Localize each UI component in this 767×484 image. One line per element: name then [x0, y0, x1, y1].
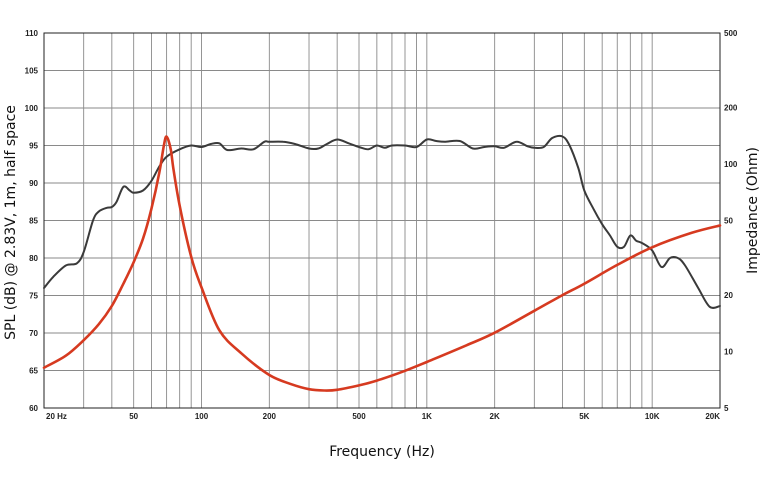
plot-frame — [43, 32, 721, 409]
x-tick-label: 5K — [579, 412, 589, 421]
y-tick-label: 95 — [29, 142, 38, 151]
y-tick-label: 70 — [29, 329, 38, 338]
x-tick-label: 10K — [645, 412, 660, 421]
x-tick-label: 100 — [195, 412, 209, 421]
y-tick-label: 90 — [29, 179, 38, 188]
y-tick-label: 85 — [29, 217, 38, 226]
series-layer — [42, 134, 722, 392]
y-tick-label: 100 — [25, 104, 39, 113]
impedance-series-line — [42, 135, 722, 392]
y2-tick-label: 5 — [724, 404, 729, 413]
spl-series-line — [43, 134, 721, 309]
x-tick-label: 2K — [490, 412, 500, 421]
x-tick-label: 500 — [352, 412, 366, 421]
y-tick-label: 80 — [29, 254, 38, 263]
y2-tick-label: 500 — [724, 29, 738, 38]
y2-tick-label: 100 — [724, 160, 738, 169]
x-tick-label: 50 — [129, 412, 138, 421]
x-tick-label: 200 — [263, 412, 277, 421]
y-tick-label: 105 — [25, 67, 39, 76]
y2-tick-label: 20 — [724, 291, 733, 300]
y-tick-label: 65 — [29, 367, 38, 376]
y-tick-label: 75 — [29, 292, 38, 301]
grid — [43, 32, 721, 409]
y2-axis-title: Impedance (Ohm) — [745, 147, 761, 274]
y2-tick-label: 200 — [724, 104, 738, 113]
tick-labels: 60 65 70 75 80 85 90 95 100 105 110 5 10 20 50 100 200 50… — [25, 29, 738, 421]
x-tick-label: 20 Hz — [46, 412, 67, 421]
y-tick-label: 110 — [25, 29, 38, 38]
x-tick-label: 20K — [705, 412, 720, 421]
x-tick-label: 1K — [422, 412, 432, 421]
x-axis-title: Frequency (Hz) — [329, 444, 435, 460]
y-tick-label: 60 — [29, 404, 38, 413]
y2-tick-label: 10 — [724, 348, 733, 357]
y2-tick-label: 50 — [724, 217, 733, 226]
y-axis-title: SPL (dB) @ 2.83V, 1m, half space — [3, 105, 19, 340]
